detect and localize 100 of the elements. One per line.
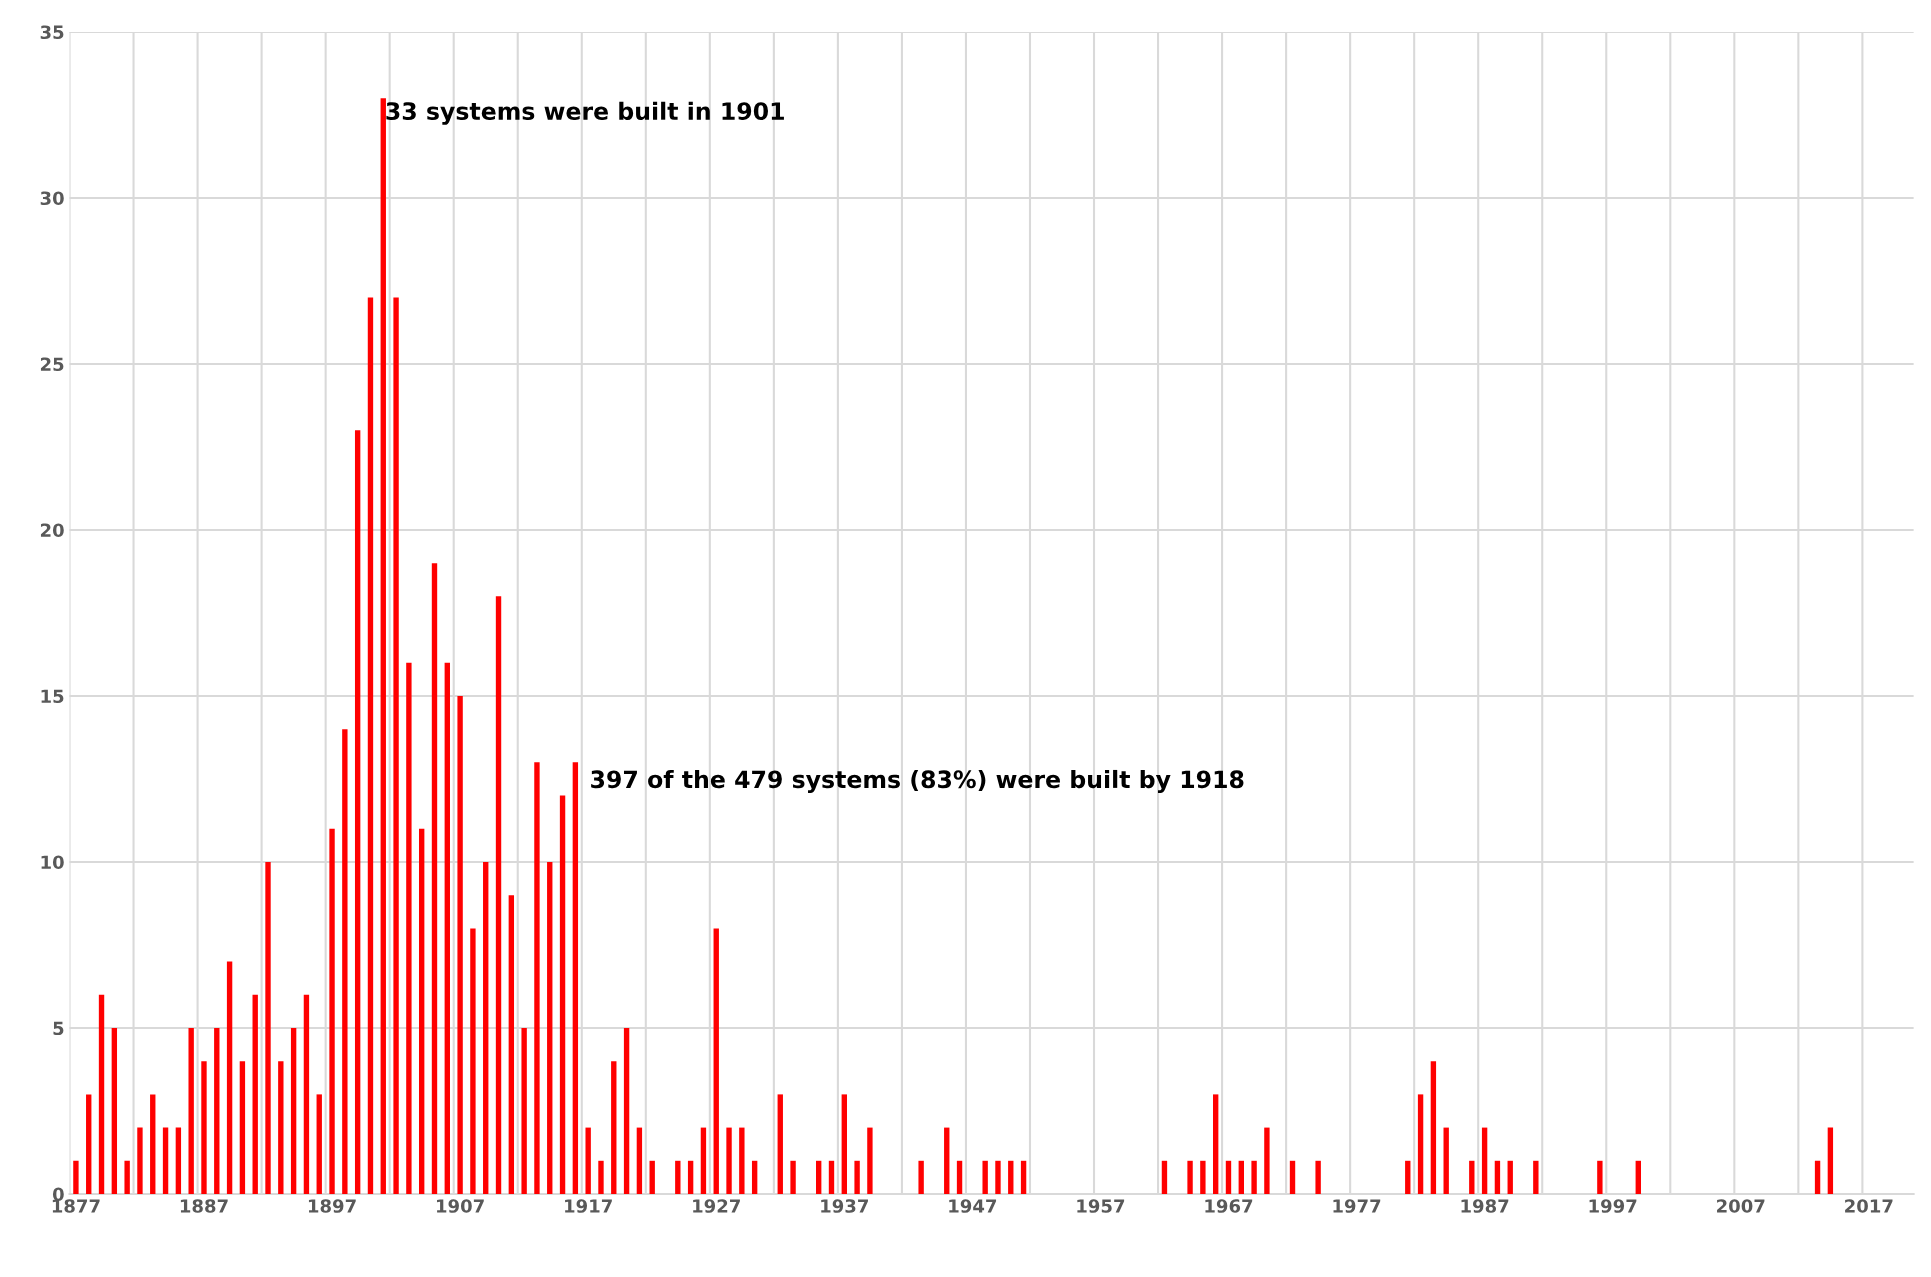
- bar: [623, 1027, 630, 1194]
- y-tick-label: 5: [53, 1021, 64, 1036]
- bar: [1264, 1127, 1270, 1194]
- bar: [867, 1127, 873, 1194]
- bar: [303, 994, 310, 1194]
- x-tick-label: 1997: [1589, 1199, 1637, 1213]
- bar: [1212, 1094, 1219, 1194]
- bar: [1827, 1127, 1834, 1194]
- bar: [572, 762, 579, 1194]
- bar: [1200, 1160, 1206, 1194]
- bar: [188, 1027, 194, 1194]
- bar: [854, 1160, 860, 1194]
- bar: [598, 1160, 604, 1194]
- bar: [649, 1160, 655, 1194]
- bar: [534, 762, 540, 1194]
- bar: [777, 1094, 783, 1194]
- x-tick-label: 1977: [1333, 1199, 1381, 1213]
- bar: [944, 1127, 950, 1194]
- bar: [687, 1160, 694, 1194]
- bar: [1225, 1160, 1232, 1194]
- bar: [585, 1127, 591, 1194]
- bar: [1315, 1160, 1321, 1194]
- bar: [252, 994, 258, 1194]
- bar: [559, 795, 566, 1194]
- x-tick-label: 1897: [308, 1199, 356, 1213]
- bar: [508, 895, 515, 1194]
- bar: [1494, 1160, 1501, 1194]
- x-tick-label: 1947: [949, 1199, 997, 1213]
- x-tick-label: 1937: [821, 1199, 868, 1213]
- bar: [611, 1061, 617, 1194]
- bar: [175, 1127, 182, 1194]
- bar: [995, 1160, 1001, 1194]
- bar: [1430, 1061, 1437, 1194]
- bar: [1417, 1094, 1424, 1194]
- bar: [278, 1061, 284, 1194]
- y-tick-label: 25: [40, 357, 64, 372]
- bar: [354, 430, 361, 1194]
- bar: [419, 828, 425, 1194]
- annotation: 33 systems were built in 1901: [386, 101, 784, 125]
- bar: [457, 695, 463, 1194]
- x-tick-label: 1957: [1077, 1199, 1125, 1213]
- bar: [329, 828, 335, 1194]
- x-tick-label: 1987: [1461, 1199, 1509, 1213]
- bar: [1161, 1160, 1168, 1194]
- bar: [521, 1027, 527, 1194]
- bar: [86, 1094, 92, 1194]
- bar: [982, 1160, 988, 1194]
- bar: [1507, 1160, 1513, 1194]
- bar: [841, 1094, 847, 1194]
- bar: [726, 1127, 732, 1194]
- bar: [1814, 1160, 1821, 1194]
- bar: [431, 563, 438, 1194]
- bar: [739, 1127, 745, 1194]
- bar: [393, 297, 399, 1194]
- y-tick-label: 0: [52, 1187, 64, 1202]
- bar: [162, 1127, 169, 1194]
- bar: [226, 961, 233, 1194]
- bar: [1597, 1160, 1603, 1194]
- bar: [470, 928, 476, 1194]
- bar: [1481, 1127, 1488, 1194]
- bar: [713, 928, 719, 1194]
- x-tick-label: 1887: [180, 1199, 228, 1213]
- bar: [342, 729, 348, 1194]
- bar: [444, 662, 450, 1194]
- bar: [290, 1027, 297, 1194]
- bar: [111, 1027, 118, 1194]
- bar: [1020, 1160, 1027, 1194]
- bar: [316, 1094, 322, 1194]
- bar: [751, 1160, 758, 1194]
- bar: [700, 1127, 707, 1194]
- bar: [406, 662, 412, 1194]
- bar: [815, 1160, 822, 1194]
- bar: [828, 1160, 835, 1194]
- bar: [1443, 1127, 1449, 1194]
- y-tick-label: 35: [40, 25, 64, 40]
- bar: [1238, 1160, 1244, 1194]
- y-tick-label: 20: [40, 523, 64, 538]
- annotation: 397 of the 479 systems (83%) were built by 1918: [591, 769, 1244, 793]
- bar: [1251, 1160, 1257, 1194]
- x-tick-label: 1917: [565, 1199, 612, 1213]
- bar: [636, 1127, 643, 1194]
- bar: [1008, 1160, 1014, 1194]
- bar: [1533, 1160, 1539, 1194]
- y-tick-label: 10: [41, 855, 64, 870]
- bar: [214, 1027, 220, 1194]
- x-tick-label: 1877: [52, 1199, 100, 1213]
- bar: [675, 1160, 681, 1194]
- bar: [73, 1160, 79, 1194]
- bar: [201, 1061, 207, 1194]
- x-tick-label: 1967: [1205, 1199, 1253, 1213]
- bar: [380, 98, 386, 1194]
- bar: [239, 1061, 246, 1194]
- bar: [495, 596, 502, 1194]
- bar: [265, 861, 271, 1194]
- x-tick-label: 2017: [1845, 1199, 1893, 1213]
- bar: [790, 1160, 796, 1194]
- y-tick-label: 30: [40, 191, 64, 206]
- bar: [98, 994, 105, 1194]
- x-tick-label: 1907: [437, 1199, 484, 1213]
- bar: [1289, 1160, 1296, 1194]
